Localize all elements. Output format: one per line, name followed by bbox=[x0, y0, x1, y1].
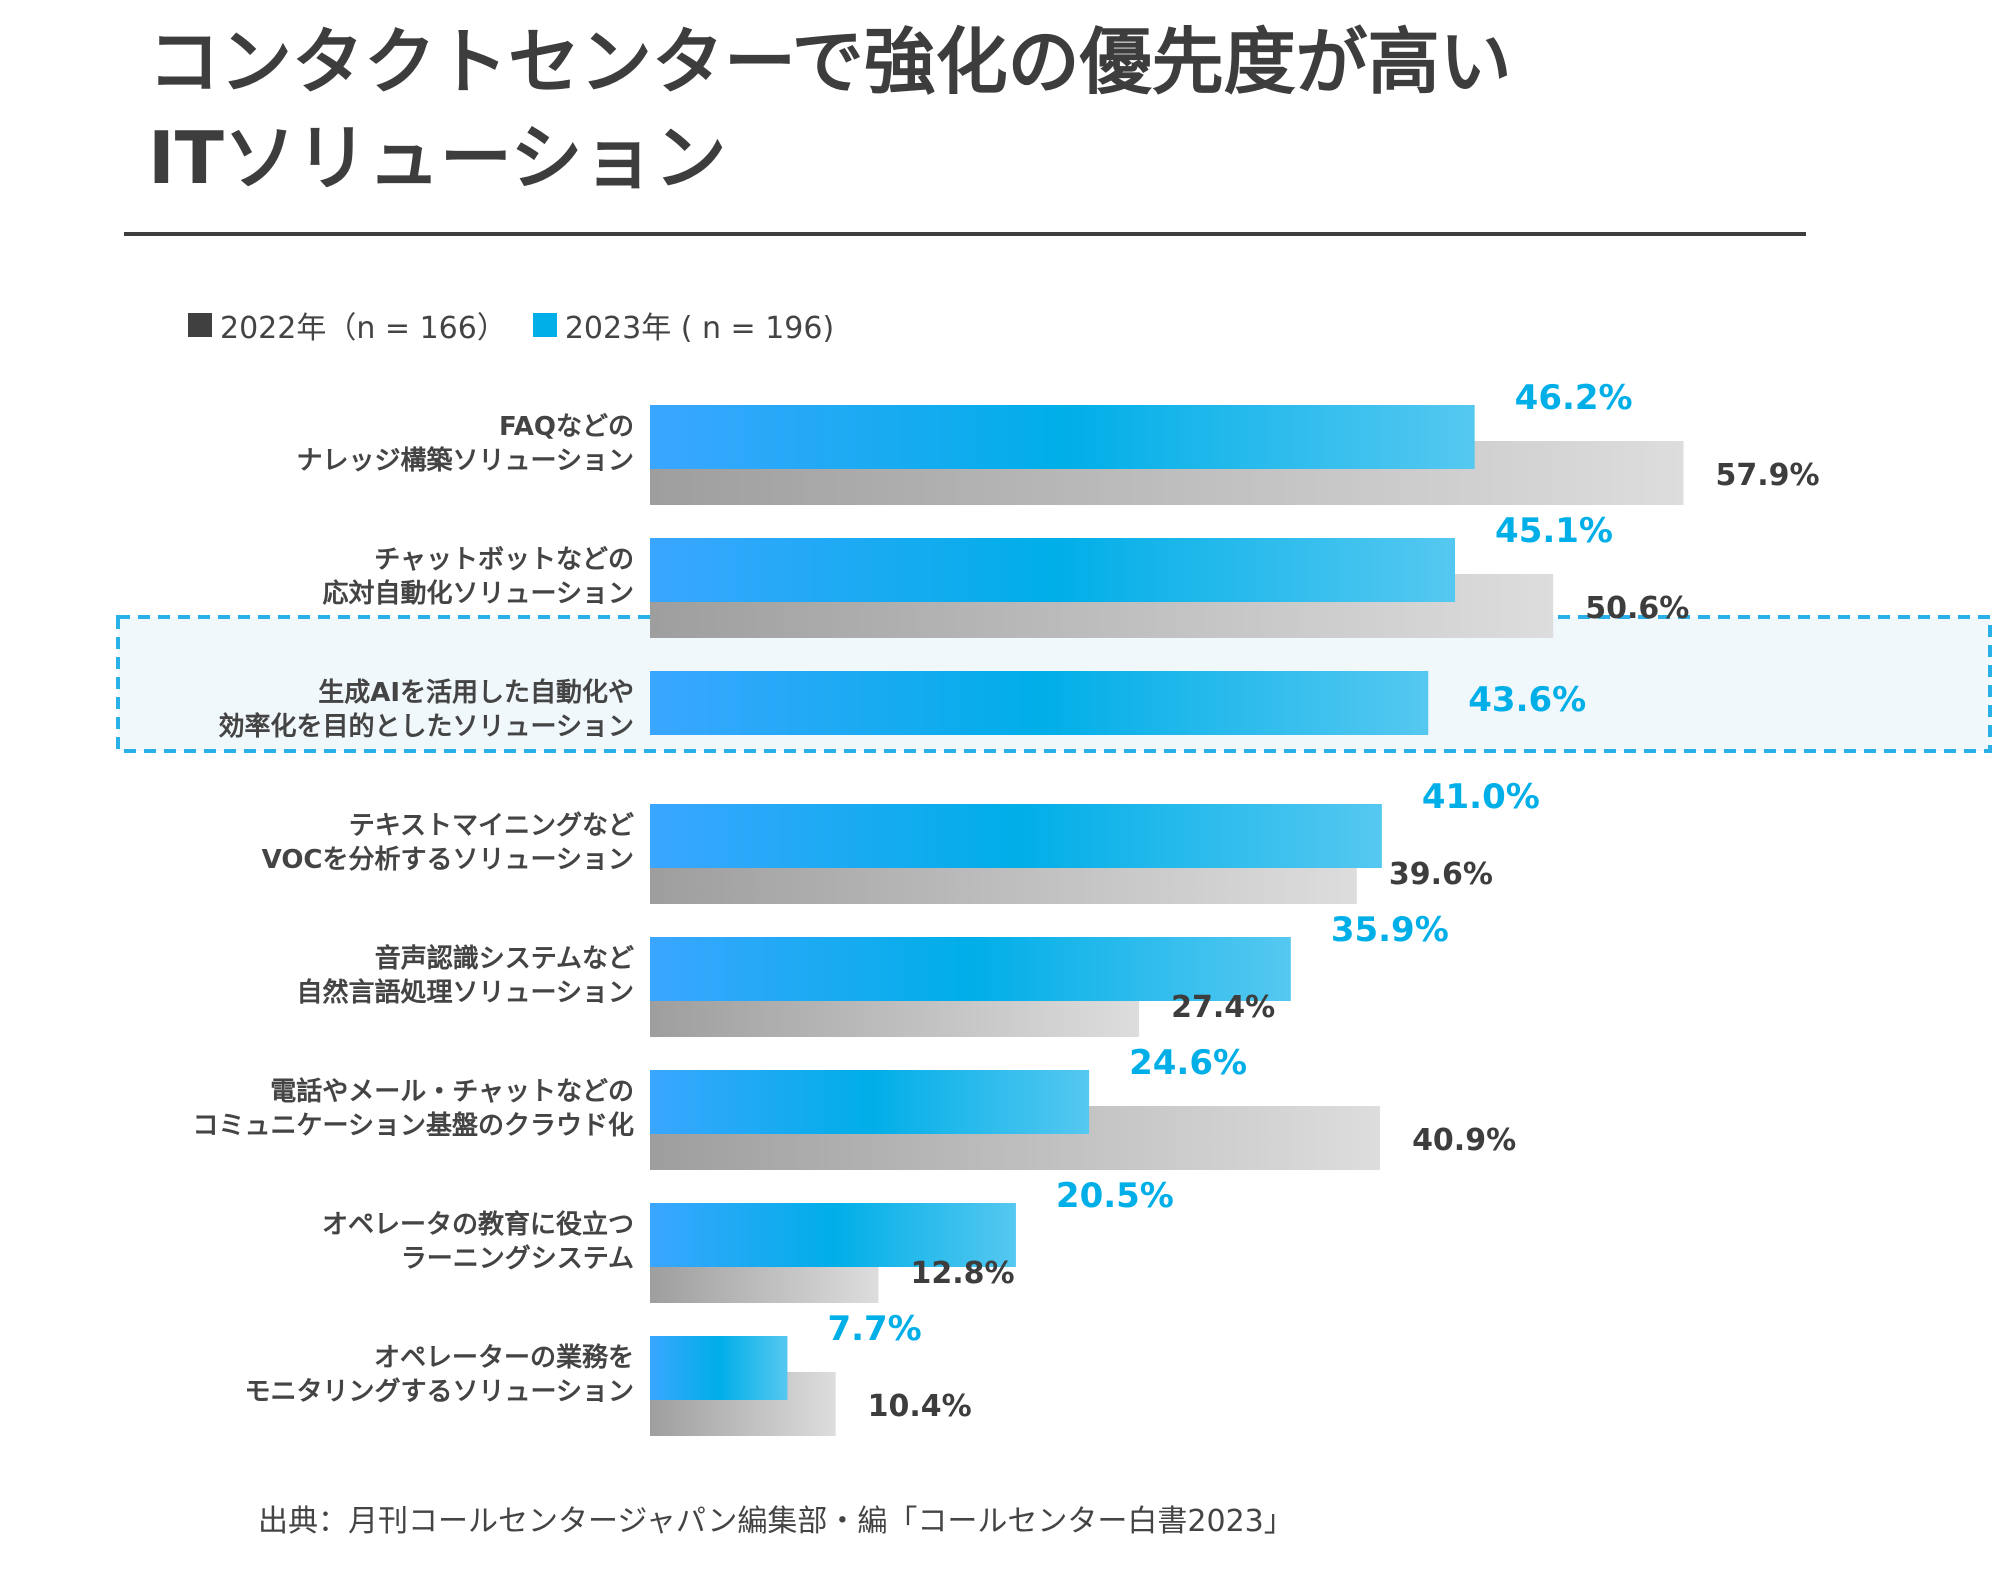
title-line-2: ITソリューション bbox=[148, 116, 727, 200]
legend-item-2023: 2023年 ( n = 196) bbox=[532, 303, 835, 347]
legend-item-2022: 2022年（n = 166） bbox=[188, 303, 507, 347]
bar-2023 bbox=[650, 937, 1291, 1001]
title-line-1: コンタクトセンターで強化の優先度が高い bbox=[148, 20, 1512, 104]
legend-label-2022: 2022年（n = 166） bbox=[220, 311, 507, 346]
value-label-2023: 20.5% bbox=[1056, 1176, 1174, 1216]
legend-swatch-2023 bbox=[532, 313, 557, 337]
bar-2023 bbox=[650, 671, 1429, 735]
value-label-2023: 35.9% bbox=[1331, 910, 1449, 950]
category-label-line: 電話やメール・チャットなどの bbox=[270, 1076, 634, 1107]
value-label-2023: 46.2% bbox=[1515, 378, 1633, 418]
category-label-line: 生成AIを活用した自動化や bbox=[318, 677, 634, 708]
category-label-line: ナレッジ構築ソリューション bbox=[297, 445, 634, 476]
category-label: オペレータの教育に役立つラーニングシステム bbox=[322, 1209, 634, 1274]
value-label-2023: 24.6% bbox=[1129, 1043, 1247, 1083]
bar-2023 bbox=[650, 1070, 1090, 1134]
value-label-2023: 45.1% bbox=[1495, 511, 1613, 551]
value-label-2022: 10.4% bbox=[868, 1389, 972, 1424]
category-label-line: VOCを分析するソリューション bbox=[262, 845, 634, 875]
bar-2023 bbox=[650, 1336, 788, 1400]
value-label-2022: 39.6% bbox=[1389, 857, 1493, 892]
category-label: オペレーターの業務をモニタリングするソリューション bbox=[245, 1343, 634, 1407]
value-label-2023: 41.0% bbox=[1422, 777, 1540, 817]
category-label-line: ラーニングシステム bbox=[401, 1244, 634, 1274]
category-label-line: チャットボットなどの bbox=[374, 545, 634, 575]
category-label-line: モニタリングするソリューション bbox=[245, 1377, 634, 1407]
chart-title: コンタクトセンターで強化の優先度が高い ITソリューション bbox=[148, 14, 1848, 206]
category-label: テキストマイニングなど VOCを分析するソリューション bbox=[262, 811, 634, 875]
category-label: FAQなどのナレッジ構築ソリューション bbox=[297, 412, 634, 476]
category-label: 生成AIを活用した自動化や効率化を目的としたソリューション bbox=[219, 677, 634, 742]
value-label-2022: 50.6% bbox=[1585, 591, 1689, 626]
value-label-2023: 43.6% bbox=[1468, 680, 1586, 720]
category-label-line: FAQなどの bbox=[499, 412, 634, 442]
bar-2023 bbox=[650, 1203, 1016, 1267]
category-label-line: 応対自動化ソリューション bbox=[323, 578, 634, 609]
source-note: 出典：月刊コールセンタージャパン編集部・編「コールセンター白書2023」 bbox=[258, 1504, 1294, 1539]
value-label-2022: 27.4% bbox=[1171, 990, 1275, 1025]
category-label: 音声認識システムなど自然言語処理ソリューション bbox=[297, 943, 634, 1008]
legend: 2022年（n = 166） 2023年 ( n = 196) bbox=[188, 300, 860, 350]
value-label-2022: 12.8% bbox=[910, 1256, 1014, 1291]
category-label-line: 音声認識システムなど bbox=[375, 943, 634, 974]
title-divider bbox=[124, 232, 1806, 236]
category-label-line: コミュニケーション基盤のクラウド化 bbox=[193, 1111, 634, 1141]
category-label-line: オペレータの教育に役立つ bbox=[322, 1209, 634, 1240]
category-label: 電話やメール・チャットなどのコミュニケーション基盤のクラウド化 bbox=[193, 1076, 634, 1141]
bar-2023 bbox=[650, 538, 1456, 602]
value-label-2022: 57.9% bbox=[1716, 458, 1820, 493]
bar-2023 bbox=[650, 804, 1382, 868]
legend-label-2023: 2023年 ( n = 196) bbox=[564, 311, 835, 346]
category-label-line: 自然言語処理ソリューション bbox=[297, 977, 634, 1008]
category-label-line: 効率化を目的としたソリューション bbox=[219, 711, 634, 742]
category-label-line: テキストマイニングなど bbox=[349, 811, 634, 841]
category-label: チャットボットなどの応対自動化ソリューション bbox=[323, 545, 634, 609]
category-label-line: オペレーターの業務を bbox=[374, 1343, 634, 1373]
legend-swatch-2022 bbox=[188, 313, 212, 337]
bar-2023 bbox=[650, 405, 1475, 469]
value-label-2022: 40.9% bbox=[1412, 1123, 1516, 1158]
value-label-2023: 7.7% bbox=[827, 1309, 921, 1349]
